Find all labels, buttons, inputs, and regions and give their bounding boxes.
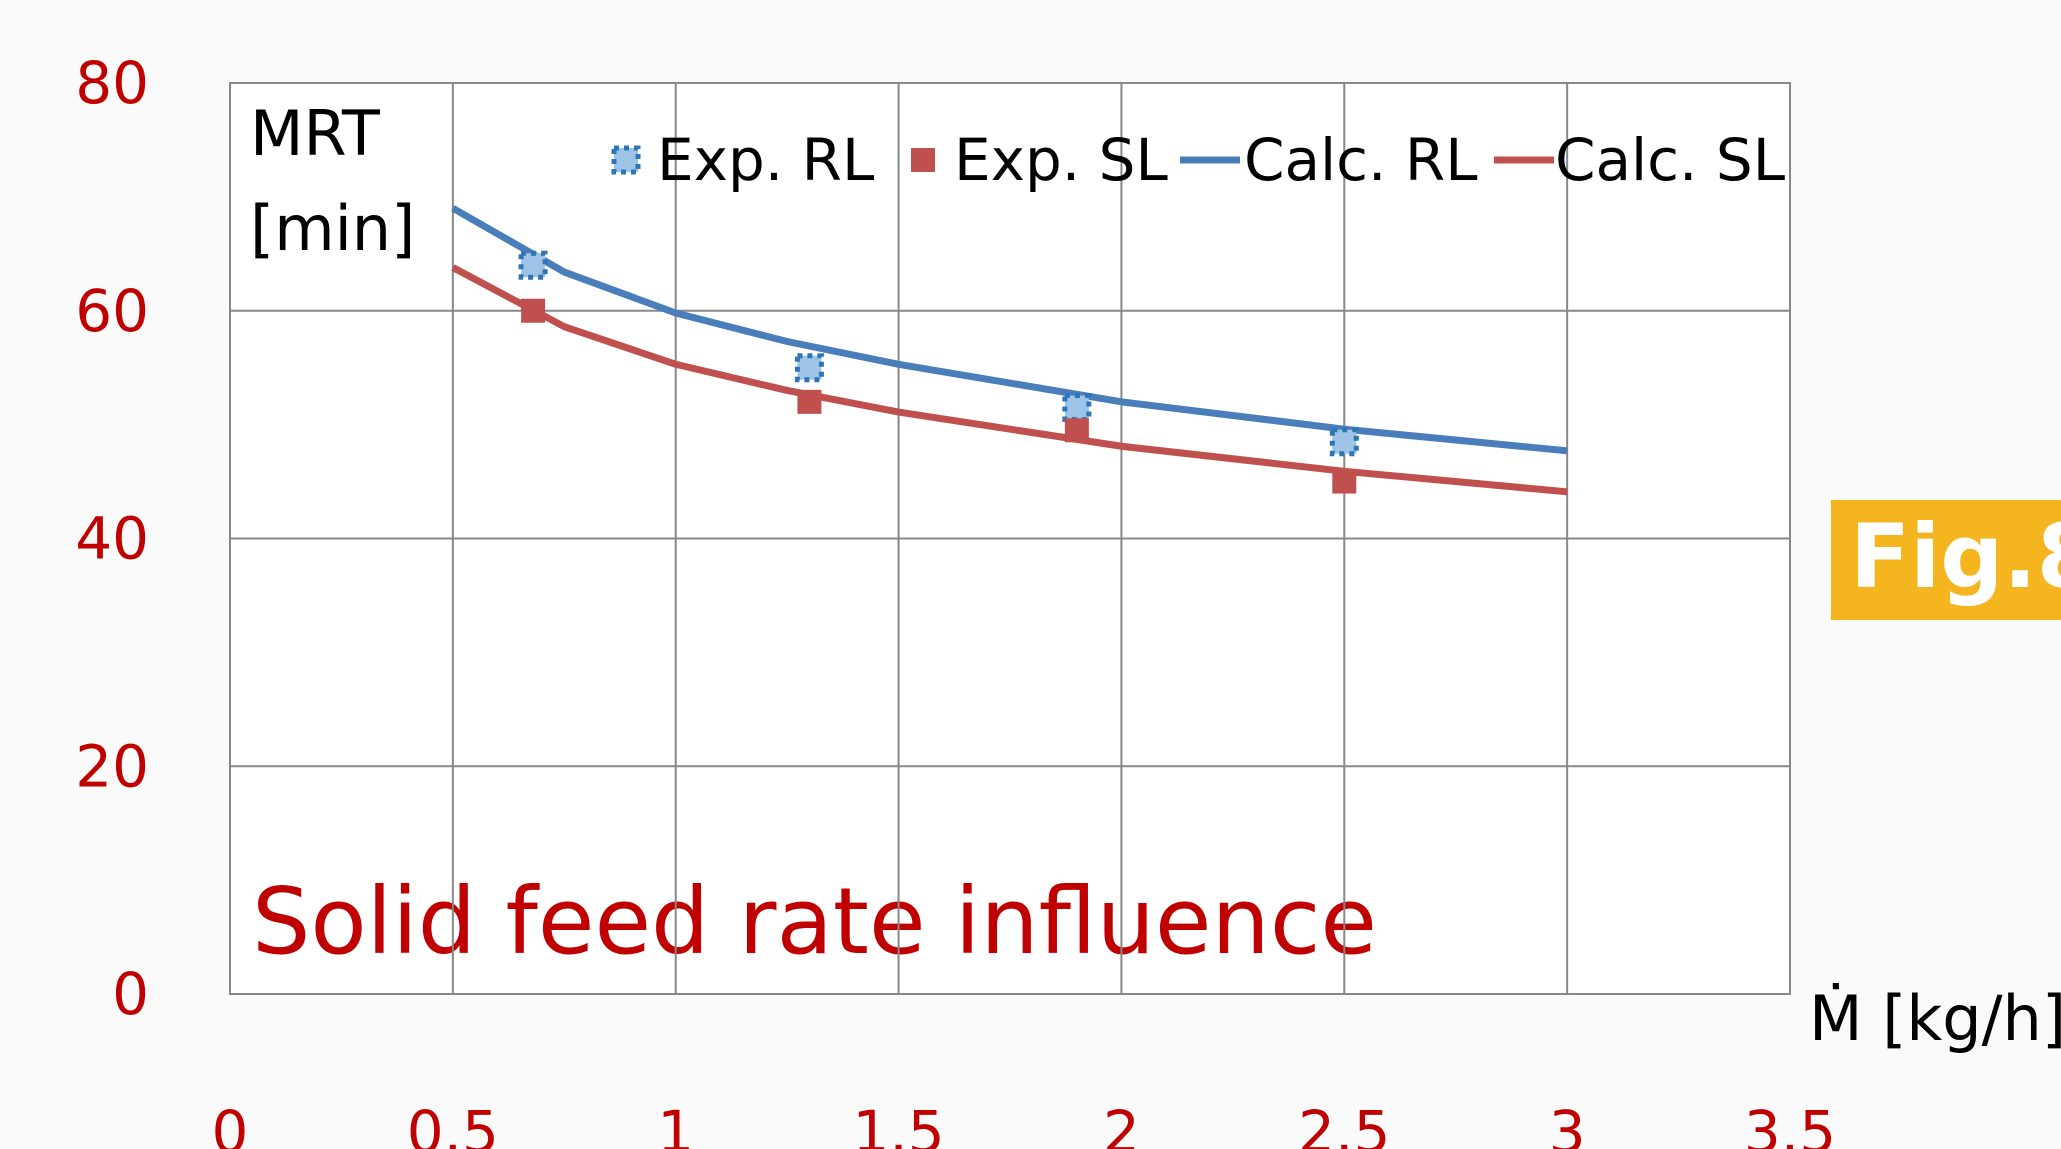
badge xyxy=(1831,500,2061,620)
y-tick-label: 80 xyxy=(75,49,149,117)
data-point xyxy=(794,353,824,383)
x-tick-label: 3 xyxy=(1549,1098,1586,1149)
x-tick-label: 0.5 xyxy=(407,1098,499,1149)
y-tick-label: 40 xyxy=(75,505,149,573)
data-line xyxy=(451,205,1568,455)
x-tick-label: 0 xyxy=(212,1098,249,1149)
data-point xyxy=(518,250,548,280)
x-tick-label: 1.5 xyxy=(852,1098,944,1149)
x-axis-label: Ṁ [kg/h] xyxy=(1809,982,2061,1055)
data-line xyxy=(451,264,1568,496)
data-point xyxy=(1332,469,1357,494)
annotation: Solid feed rate influence xyxy=(252,868,1377,975)
data-point xyxy=(797,389,822,414)
badge-text: Fig.8 xyxy=(1850,505,2061,608)
legend-label: Calc. RL xyxy=(1244,126,1478,194)
x-tick-label: 2.5 xyxy=(1298,1098,1390,1149)
data-point xyxy=(521,298,546,323)
legend-label: Exp. SL xyxy=(954,126,1168,194)
y-axis-label: [min] xyxy=(250,192,415,265)
legend-swatch xyxy=(911,148,935,172)
x-tick-label: 1 xyxy=(657,1098,694,1149)
legend-label: Calc. SL xyxy=(1555,126,1785,194)
x-tick-label: 3.5 xyxy=(1744,1098,1836,1149)
legend-swatch xyxy=(611,145,641,175)
y-tick-label: 60 xyxy=(75,277,149,345)
y-axis-label: MRT xyxy=(250,97,381,170)
x-tick-label: 2 xyxy=(1103,1098,1140,1149)
data-point xyxy=(1064,418,1089,443)
data-point xyxy=(1062,393,1092,423)
data-point xyxy=(1329,427,1359,457)
y-tick-label: 0 xyxy=(112,960,149,1028)
y-tick-label: 20 xyxy=(75,732,149,800)
legend-label: Exp. RL xyxy=(657,126,874,194)
